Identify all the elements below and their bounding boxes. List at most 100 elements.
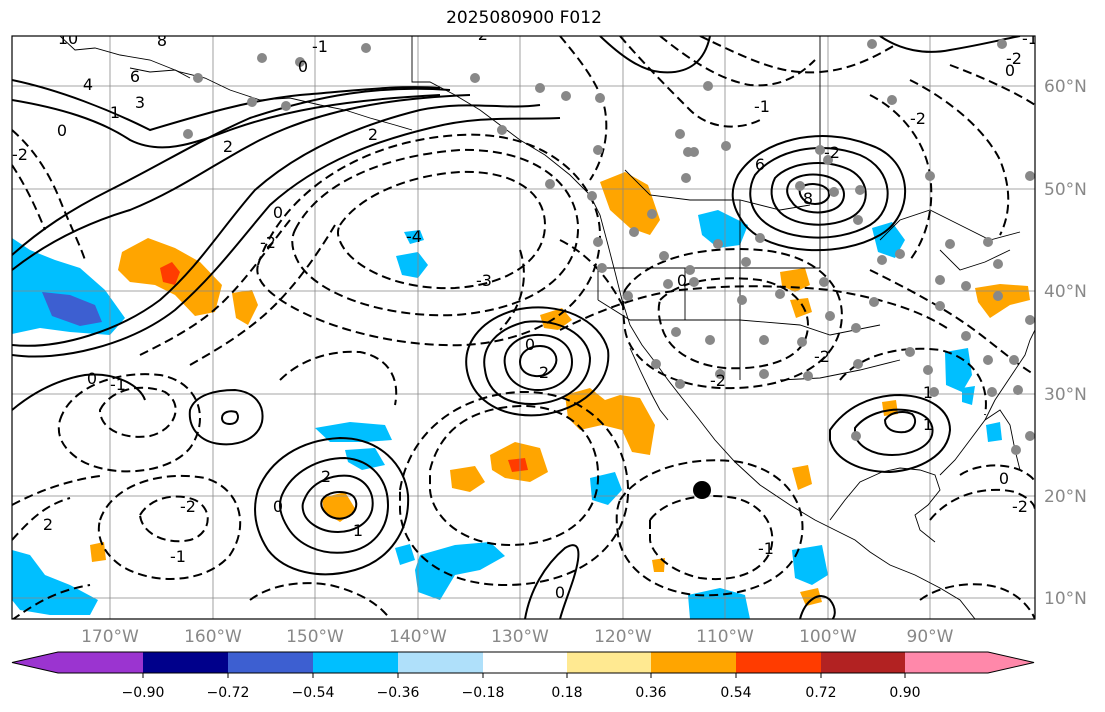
fill-orange-gulf — [792, 465, 812, 490]
fill-orange-pacific-mexico — [800, 588, 822, 606]
lon-label: 160°W — [184, 627, 242, 647]
shaded-fields — [12, 172, 1030, 619]
longitude-axis: 170°W 160°W 150°W 140°W 130°W 120°W 110°… — [81, 627, 954, 647]
colorbar-tick-label: −0.36 — [377, 685, 420, 701]
colorbar-tick-label: 0.36 — [635, 685, 666, 701]
colorbar-segment — [483, 652, 567, 673]
fill-orange-northeast — [975, 284, 1030, 318]
contour-label: 8 — [157, 31, 167, 50]
contour-label: -2 — [1012, 497, 1028, 516]
fill-orange-south-west — [90, 542, 106, 562]
contour-label: -1 — [1022, 29, 1038, 48]
contour-label: 3 — [135, 93, 145, 112]
latitude-axis: 60°N 50°N 40°N 30°N 20°N 10°N — [1044, 77, 1087, 609]
fill-blue-south-west — [12, 550, 98, 615]
contour-label: -2 — [910, 109, 926, 128]
contour-label: 6 — [130, 67, 140, 86]
lat-label: 10°N — [1044, 589, 1087, 609]
colorbar-segment — [398, 652, 483, 673]
contour-label: 2 — [223, 137, 233, 156]
contour-label: -1 — [110, 375, 126, 394]
contour-label: -3 — [476, 271, 492, 290]
fill-orange-plains — [780, 268, 810, 292]
contour-label: -2 — [710, 371, 726, 390]
contour-label: -1 — [754, 97, 770, 116]
colorbar-tick-label: −0.18 — [462, 685, 505, 701]
contour-label: 2 — [43, 515, 53, 534]
station-markers — [183, 39, 1035, 455]
colorbar-tick-label: 0.72 — [805, 685, 836, 701]
contour-label: 1 — [353, 521, 363, 540]
contour-labels: 10 8 6 4 3 1 0 0 -1 2 2 0 -2 -4 -3 -2 -1… — [12, 25, 1038, 602]
contour-label: -2 — [12, 145, 28, 164]
colorbar-segment — [228, 652, 313, 673]
contour-label: 0 — [1005, 61, 1015, 80]
lon-label: 140°W — [389, 627, 447, 647]
fill-orange-texas — [882, 400, 898, 416]
lat-label: 40°N — [1044, 282, 1087, 302]
contour-label: 0 — [273, 497, 283, 516]
lon-label: 90°W — [907, 627, 954, 647]
fill-red-pacific-nw — [160, 262, 180, 285]
contour-label: 4 — [83, 75, 93, 94]
contour-label: 0 — [273, 203, 283, 222]
fill-blue-south-2 — [415, 542, 505, 600]
fill-orange-bc — [600, 172, 660, 235]
fill-red-central — [508, 458, 528, 472]
fill-orange-hawaii — [322, 492, 356, 522]
lat-label: 20°N — [1044, 487, 1087, 507]
contour-label: 0 — [677, 271, 687, 290]
fill-orange-small — [652, 558, 665, 572]
fill-orange-plains-2 — [790, 298, 812, 318]
map-frame — [11, 35, 1036, 620]
contour-label: 2 — [368, 125, 378, 144]
lon-label: 110°W — [696, 627, 754, 647]
colorbar-tick-label: −0.72 — [207, 685, 250, 701]
contour-label: -2 — [1006, 49, 1022, 68]
lat-label: 60°N — [1044, 77, 1087, 97]
lon-label: 130°W — [491, 627, 549, 647]
contour-label: -2 — [180, 497, 196, 516]
contour-label: 1 — [110, 103, 120, 122]
lon-label: 100°W — [799, 627, 857, 647]
contour-label: -2 — [472, 25, 488, 44]
colorbar-segment — [736, 652, 821, 673]
colorbar-tick-label: 0.90 — [889, 685, 920, 701]
contour-label: -2 — [824, 143, 840, 162]
colorbar-labels: −0.90 −0.72 −0.54 −0.36 −0.18 0.18 0.36 … — [122, 685, 921, 701]
fill-blue-south-1 — [395, 544, 415, 565]
fill-blue-southeast — [945, 348, 972, 392]
colorbar-ticks — [142, 673, 906, 678]
colorbar-segment — [651, 652, 736, 673]
map-background — [12, 36, 1035, 619]
contour-label: 2 — [321, 467, 331, 486]
fill-blue-gulf — [396, 252, 428, 278]
contour-label: 0 — [525, 335, 535, 354]
colorbar-segment — [821, 652, 905, 673]
lat-label: 50°N — [1044, 180, 1087, 200]
fill-orange-2 — [232, 290, 258, 325]
colorbar-outline — [11, 651, 1035, 674]
fill-blue-gulf-mexico — [792, 545, 828, 585]
contour-label: 1 — [923, 383, 933, 402]
map-title: 2025080900 F012 — [446, 8, 602, 28]
contour-label: 0 — [555, 583, 565, 602]
contour-label: -1 — [312, 37, 328, 56]
contour-label: -2 — [260, 233, 276, 252]
fill-orange-central-2 — [450, 466, 485, 492]
colorbar-extend-low — [12, 652, 143, 673]
fill-blue-southeast-2 — [962, 386, 975, 405]
colorbar-tick-label: 0.18 — [551, 685, 582, 701]
fill-darkblue-west — [42, 292, 102, 326]
solid-contours — [12, 36, 1021, 619]
fill-blue-hawaii-north — [315, 422, 392, 442]
contour-label: 0 — [87, 369, 97, 388]
fill-blue-gulf-2 — [404, 230, 424, 244]
lon-label: 170°W — [81, 627, 139, 647]
contour-label: 0 — [999, 469, 1009, 488]
fill-orange-baja — [565, 388, 655, 455]
contour-label: 1 — [923, 415, 933, 434]
lon-label: 150°W — [286, 627, 344, 647]
contour-label: 8 — [803, 189, 813, 208]
